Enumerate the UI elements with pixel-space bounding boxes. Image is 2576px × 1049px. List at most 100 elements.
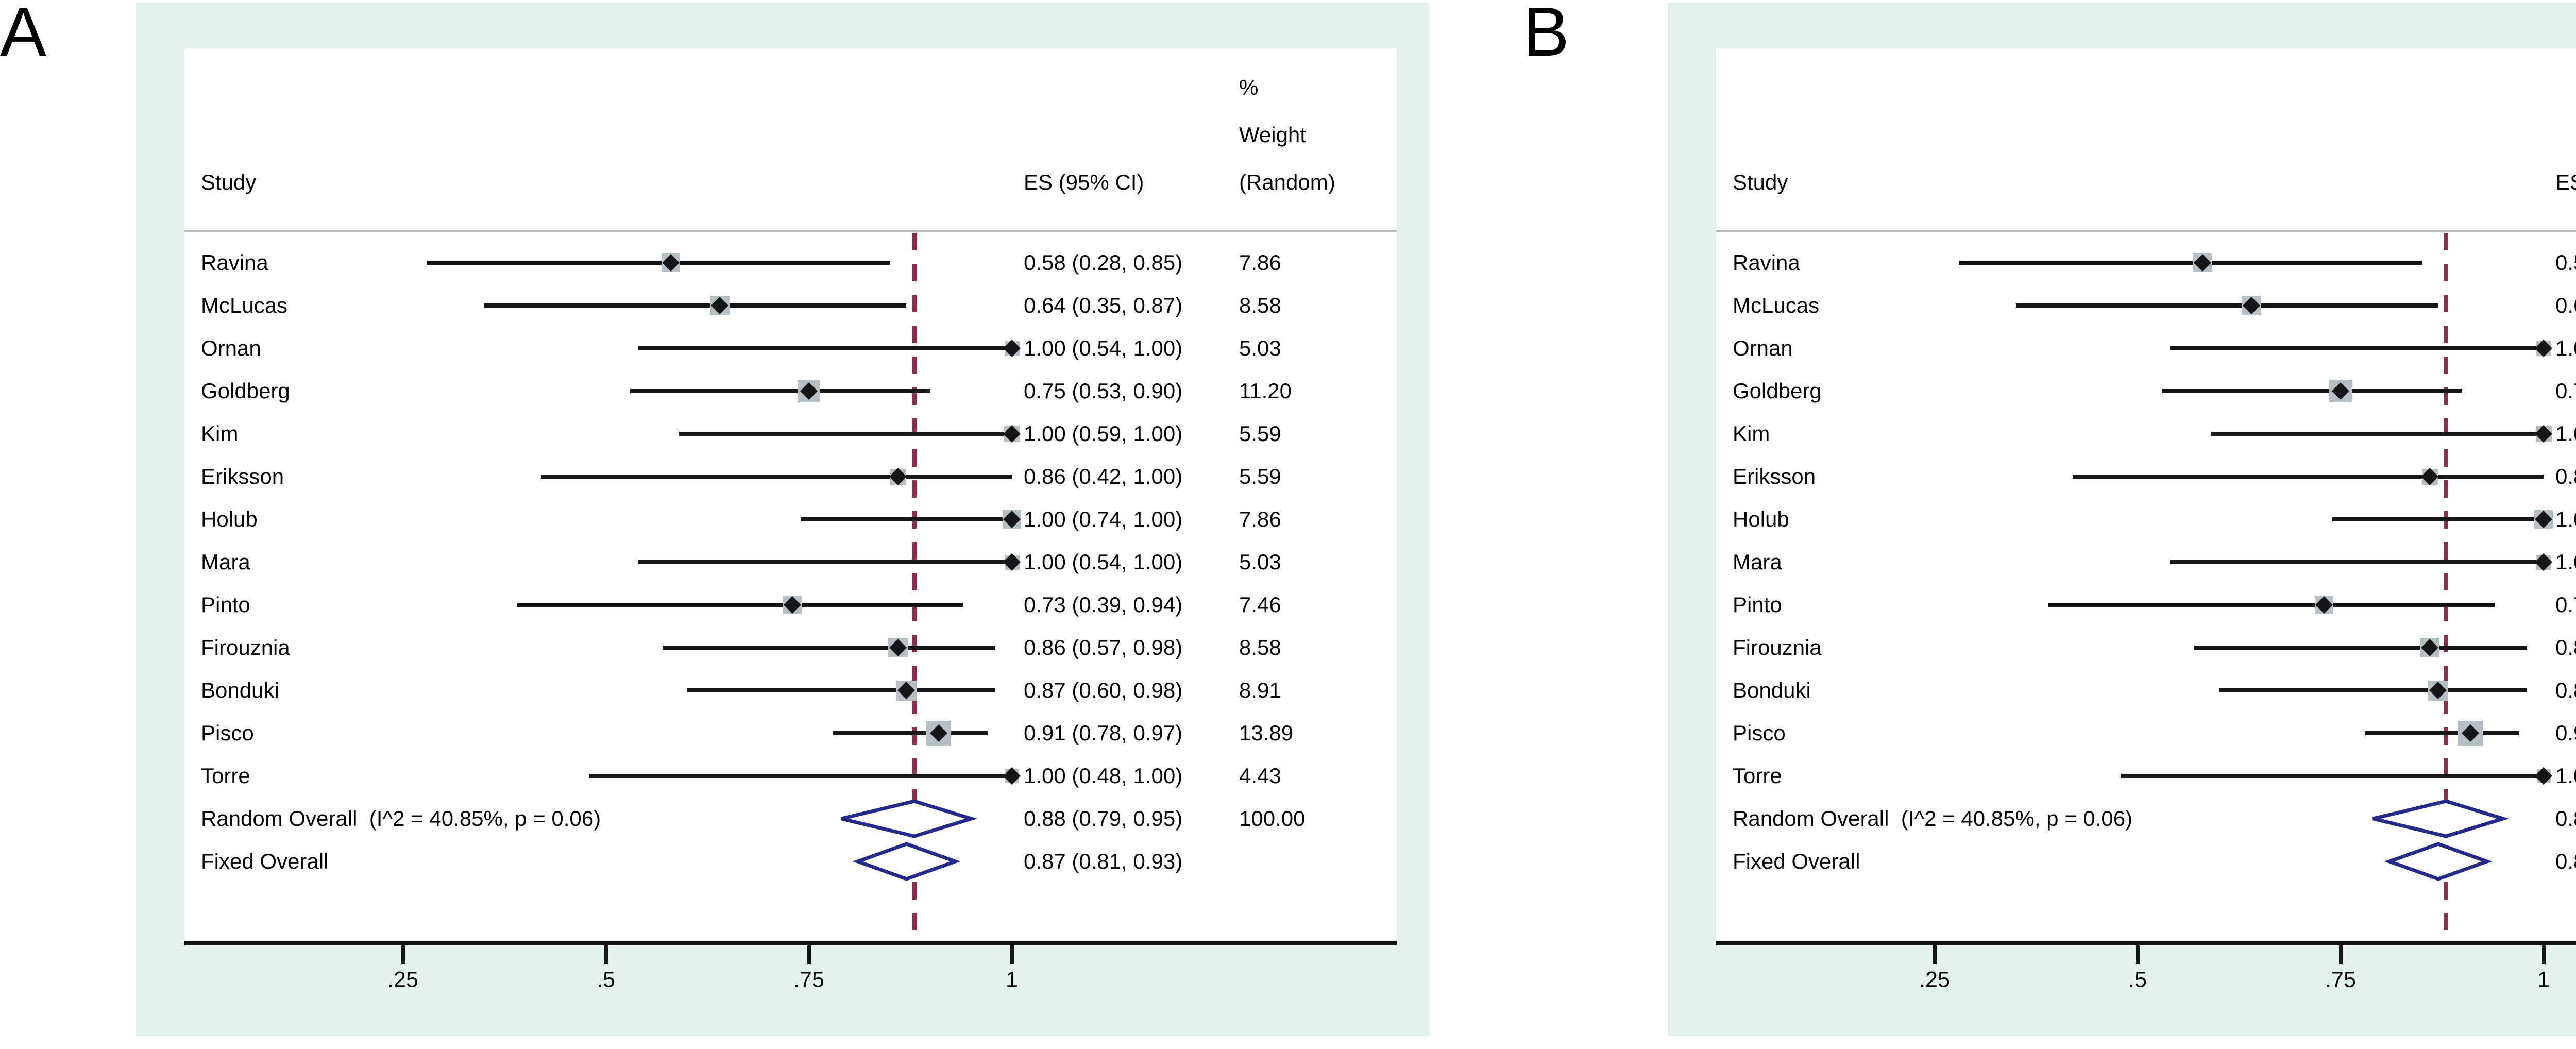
ci-line	[2170, 560, 2544, 564]
x-axis-tick	[807, 945, 811, 964]
es-ci-value: 0.73 (0.39, 0.94)	[2555, 593, 2576, 617]
es-ci-value: 0.91 (0.78, 0.97)	[2555, 721, 2576, 745]
study-label: Torre	[1733, 764, 1782, 788]
es-ci-value: 0.86 (0.57, 0.98)	[1024, 635, 1183, 659]
ci-line	[2162, 389, 2463, 393]
ci-line	[2210, 432, 2544, 436]
es-ci-value: 0.88 (0.79, 0.95)	[2555, 806, 2576, 831]
es-ci-value: 1.00 (0.54, 1.00)	[1024, 336, 1183, 360]
es-ci-value: 1.00 (0.54, 1.00)	[2555, 336, 2576, 360]
es-ci-value: 0.64 (0.35, 0.87)	[1024, 293, 1183, 317]
study-label: Goldberg	[1733, 379, 1822, 403]
x-axis-tick-label: .75	[793, 967, 824, 992]
weight-column-header-line-1: %	[1239, 75, 1259, 99]
study-label: Eriksson	[1733, 464, 1816, 488]
x-axis-tick-label: .25	[387, 967, 418, 992]
ci-line	[516, 603, 963, 607]
ci-line	[638, 560, 1012, 564]
plot-area	[184, 48, 1397, 945]
es-ci-value: 0.75 (0.53, 0.90)	[1024, 379, 1183, 403]
weight-value: 5.03	[1239, 336, 1281, 360]
study-label: Ornan	[1733, 336, 1793, 360]
ci-line	[2170, 346, 2544, 350]
x-axis-tick	[2338, 945, 2343, 964]
study-label: Pisco	[1733, 721, 1786, 745]
study-label: Mara	[201, 550, 250, 574]
ci-line	[2365, 731, 2519, 735]
es-ci-value: 0.87 (0.60, 0.98)	[2555, 678, 2576, 702]
ci-line	[630, 389, 931, 393]
ci-line	[484, 303, 907, 308]
x-axis-tick-label: .5	[2128, 967, 2147, 992]
ci-line	[427, 261, 890, 265]
es-ci-value: 0.58 (0.28, 0.85)	[1024, 250, 1183, 275]
weight-value: 5.59	[1239, 421, 1281, 446]
weight-value: 8.91	[1239, 678, 1281, 702]
ci-line	[540, 475, 1012, 479]
x-axis-tick-label: 1	[1006, 967, 1018, 992]
es-ci-value: 0.87 (0.81, 0.93)	[1024, 849, 1183, 873]
study-label: Torre	[201, 764, 250, 788]
study-label: Goldberg	[201, 379, 290, 403]
ci-line	[2015, 303, 2438, 308]
ci-line	[663, 646, 996, 650]
overall-label-random: Random Overall (I^2 = 40.85%, p = 0.06)	[201, 806, 601, 831]
study-label: Mara	[1733, 550, 1782, 574]
es-ci-value: 1.00 (0.48, 1.00)	[1024, 764, 1183, 788]
es-ci-value: 0.64 (0.35, 0.87)	[2555, 293, 2576, 317]
weight-value: 11.20	[1239, 379, 1292, 403]
es-ci-value: 1.00 (0.48, 1.00)	[2555, 764, 2576, 788]
weight-value: 13.89	[1239, 721, 1294, 745]
study-label: McLucas	[201, 293, 288, 317]
ci-line	[1959, 261, 2422, 265]
ci-line	[687, 688, 996, 692]
ci-line	[2121, 774, 2544, 778]
x-axis-tick-label: 1	[2537, 967, 2550, 992]
study-label: Ravina	[1733, 250, 1800, 275]
study-label: Ravina	[201, 250, 268, 275]
es-ci-value: 0.87 (0.81, 0.93)	[2555, 849, 2576, 873]
x-axis-tick	[1933, 945, 1937, 964]
weight-value: 7.86	[1239, 250, 1281, 275]
pooled-diamond-shape	[852, 842, 961, 881]
overall-label-random: Random Overall (I^2 = 40.85%, p = 0.06)	[1733, 806, 2133, 831]
study-label: Bonduki	[201, 678, 279, 702]
ci-line	[589, 774, 1012, 778]
study-label: Pinto	[201, 593, 250, 617]
overall-label-fixed: Fixed Overall	[1733, 849, 1860, 873]
x-axis-line	[184, 941, 1397, 945]
x-axis-tick-label: .25	[1919, 967, 1950, 992]
study-label: Eriksson	[201, 464, 284, 488]
es-ci-value: 0.86 (0.42, 1.00)	[1024, 464, 1183, 488]
weight-value: 4.43	[1239, 764, 1281, 788]
es-ci-value: 0.73 (0.39, 0.94)	[1024, 593, 1183, 617]
x-axis-tick	[401, 945, 405, 964]
pooled-diamond-shape	[2372, 799, 2510, 838]
header-separator-line	[1716, 230, 2576, 232]
ci-line	[801, 517, 1012, 521]
pooled-diamond-fixed	[852, 842, 961, 881]
pooled-diamond-fixed	[2384, 842, 2493, 881]
study-label: Pinto	[1733, 593, 1782, 617]
weight-value: 100.00	[1239, 806, 1306, 831]
weight-value: 8.58	[1239, 635, 1281, 659]
weight-column-header-line-3: (Random)	[1239, 170, 1335, 194]
es-ci-value: 1.00 (0.74, 1.00)	[2555, 507, 2576, 531]
x-axis-tick-label: .75	[2325, 967, 2356, 992]
es-ci-value: 0.86 (0.42, 1.00)	[2555, 464, 2576, 488]
pooled-diamond-random	[841, 799, 978, 838]
study-column-header: Study	[201, 170, 257, 194]
study-label: Firouznia	[201, 635, 290, 659]
x-axis-tick	[604, 945, 608, 964]
pooled-diamond-shape	[2384, 842, 2493, 881]
reference-dashed-line	[2444, 233, 2449, 943]
header-separator-line	[184, 230, 1397, 232]
es-ci-value: 1.00 (0.54, 1.00)	[2555, 550, 2576, 574]
study-label: Firouznia	[1733, 635, 1822, 659]
ci-line	[2048, 603, 2495, 607]
es-ci-value: 1.00 (0.54, 1.00)	[1024, 550, 1183, 574]
weight-column-header-line-2: Weight	[1239, 123, 1306, 147]
panel-label-b: B	[1523, 0, 1570, 71]
study-label: Bonduki	[1733, 678, 1811, 702]
